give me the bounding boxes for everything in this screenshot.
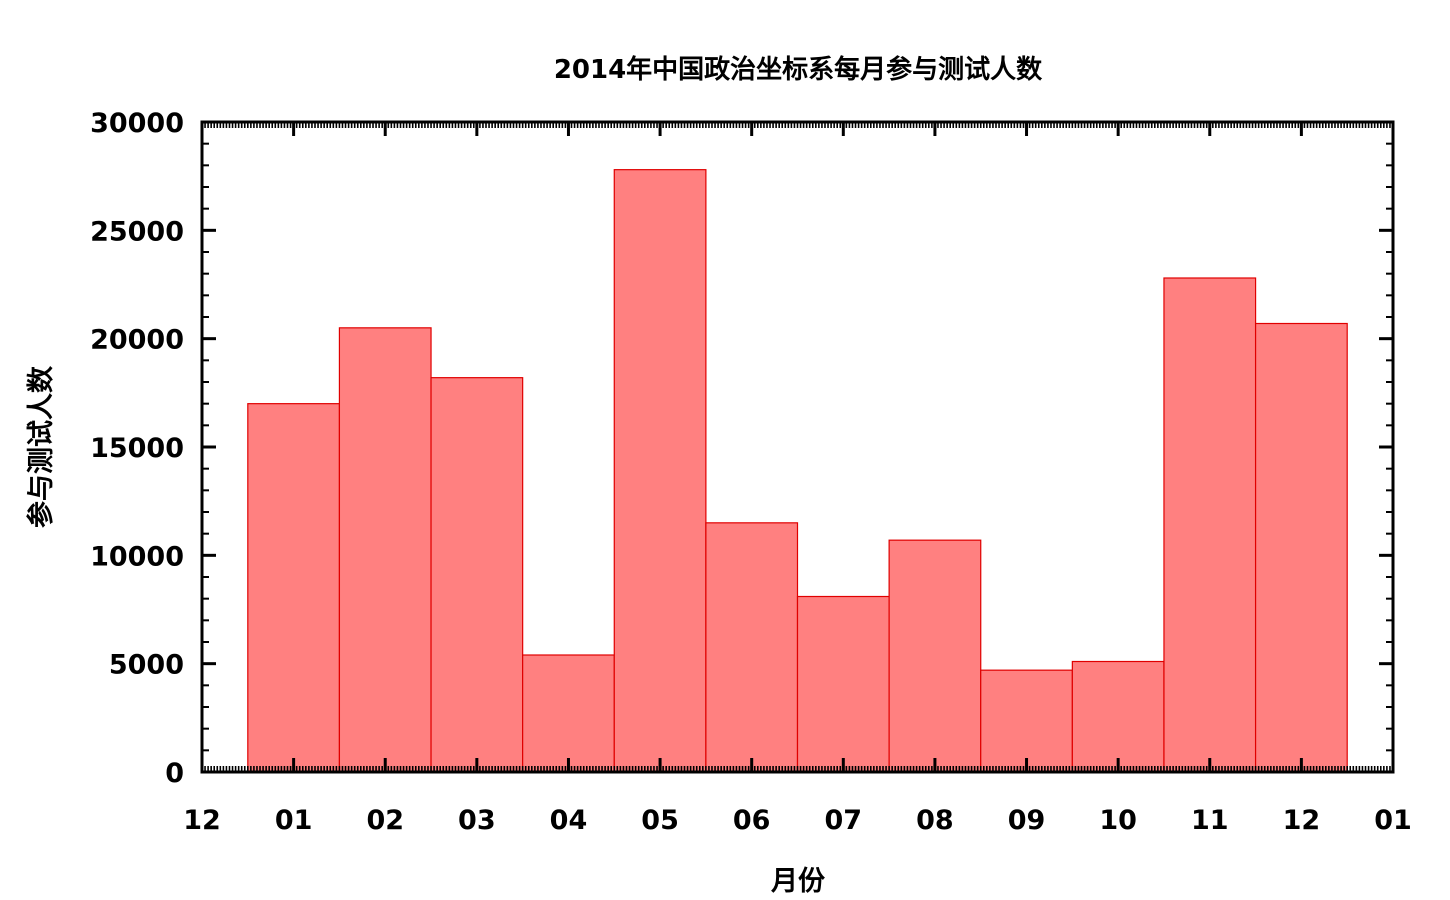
x-tick-label: 05 xyxy=(641,805,679,836)
bar-07 xyxy=(796,595,890,773)
bar-11 xyxy=(1163,277,1257,773)
bar-08 xyxy=(888,539,982,773)
y-tick-label: 0 xyxy=(165,758,184,789)
y-tick-label: 20000 xyxy=(90,325,184,356)
bar-03 xyxy=(430,377,524,773)
y-tick-label: 10000 xyxy=(90,541,184,572)
x-tick-label: 12 xyxy=(183,805,221,836)
bar-05 xyxy=(613,169,707,773)
x-tick-label: 11 xyxy=(1191,805,1229,836)
chart-title: 2014年中国政治坐标系每月参与测试人数 xyxy=(554,54,1043,85)
bars-layer xyxy=(247,169,1348,773)
x-axis-label: 月份 xyxy=(770,866,825,897)
bar-10 xyxy=(1071,660,1165,773)
y-tick-labels: 0 5000 10000 15000 20000 25000 30000 xyxy=(90,108,184,789)
bar-12 xyxy=(1254,322,1348,773)
y-axis-label: 参与测试人数 xyxy=(25,365,57,528)
bar-06 xyxy=(705,522,799,773)
plot-frame xyxy=(200,120,1395,774)
x-tick-label: 02 xyxy=(366,805,404,836)
bar-09 xyxy=(980,669,1073,773)
y-tick-label: 30000 xyxy=(90,108,184,139)
x-tick-label: 12 xyxy=(1283,805,1321,836)
x-tick-labels: 12 01 02 03 04 05 06 07 08 09 10 11 12 01 xyxy=(183,805,1412,836)
bar-01 xyxy=(247,403,341,773)
x-tick-label: 07 xyxy=(825,805,863,836)
x-tick-label: 04 xyxy=(550,805,588,836)
x-tick-label: 10 xyxy=(1099,805,1137,836)
bar-04 xyxy=(522,654,615,773)
x-tick-label: 01 xyxy=(275,805,313,836)
y-tick-label: 25000 xyxy=(90,216,184,247)
x-tick-label: 06 xyxy=(733,805,771,836)
x-tick-label: 08 xyxy=(916,805,954,836)
y-tick-label: 15000 xyxy=(90,433,184,464)
bar-02 xyxy=(338,327,432,773)
x-tick-label: 09 xyxy=(1008,805,1046,836)
x-tick-label: 03 xyxy=(458,805,496,836)
y-tick-label: 5000 xyxy=(109,650,184,681)
x-tick-label: 01 xyxy=(1374,805,1412,836)
